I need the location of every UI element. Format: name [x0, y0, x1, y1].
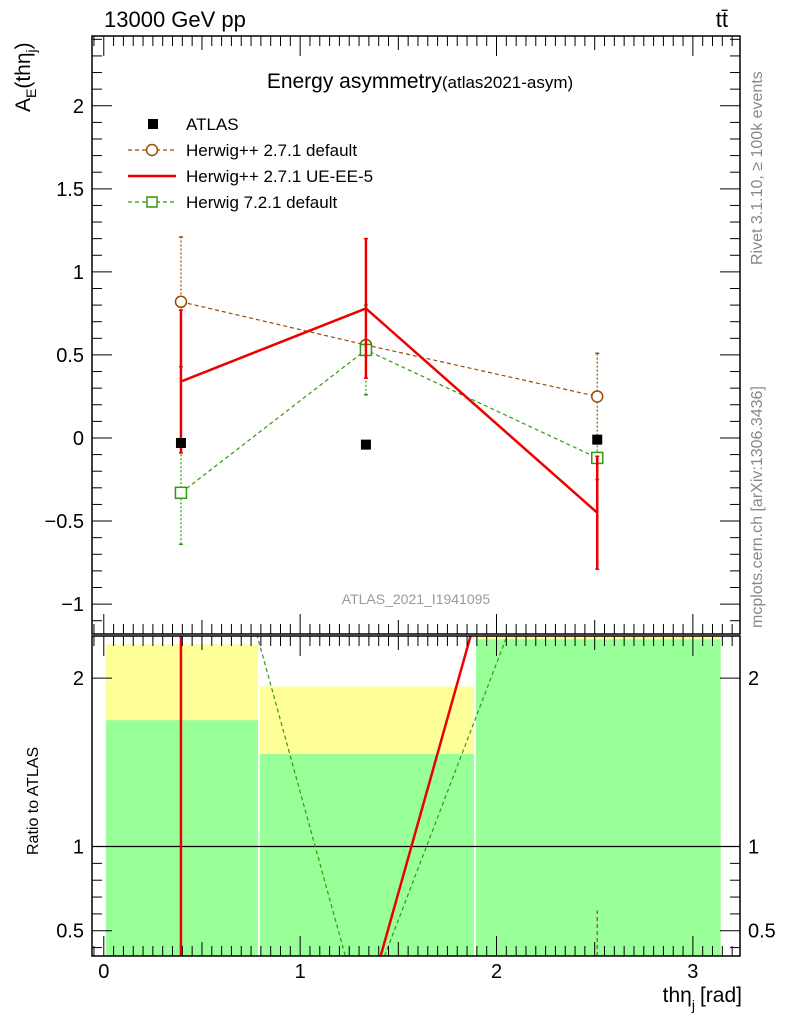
ratio-series [179, 636, 598, 956]
data-point [175, 437, 186, 448]
process-label: tt̄ [716, 7, 728, 32]
series-1 [174, 236, 604, 441]
y-tick-label: 0 [73, 428, 84, 450]
y-tick-label: 2 [73, 96, 84, 118]
x-axis-label-unit: [rad] [700, 984, 742, 1007]
x-tick-label: 1 [295, 961, 306, 983]
y-tick-label: 0.5 [56, 345, 84, 367]
uncertainty-band-inner [475, 639, 721, 956]
legend-label-herwigpp-default: Herwig++ 2.7.1 default [186, 141, 357, 160]
data-point [360, 439, 371, 450]
x-axis-label: thηj [rad] [663, 984, 742, 1013]
series-line [180, 301, 598, 398]
y-axis-label-main: A [12, 98, 35, 112]
y-axis-label-sub: E [23, 89, 39, 98]
y-tick-label: −1 [61, 594, 84, 616]
ratio-y-tick-label: 1 [73, 837, 84, 859]
ratio-line [379, 636, 472, 956]
y-tick-label: −0.5 [45, 511, 84, 533]
ratio-y-tick-label-right: 1 [748, 837, 759, 859]
ratio-bands [92, 636, 740, 956]
title-suffix: (atlas2021-asym) [442, 73, 573, 92]
main-ticks: −1 −0.5 0 0.5 1 1.5 2 [45, 36, 740, 634]
y-axis-label-paren-sub: j [23, 49, 39, 53]
legend-entry-atlas: ATLAS [148, 115, 239, 134]
ratio-y-tick-label-right: 2 [748, 668, 759, 690]
legend: ATLAS Herwig++ 2.7.1 default Herwig++ 2.… [128, 115, 373, 212]
series-marker [174, 486, 188, 500]
legend-entry-herwigpp-default: Herwig++ 2.7.1 default [128, 141, 357, 160]
beam-label: 13000 GeV pp [104, 7, 246, 32]
site-label: mcplots.cern.ch [arXiv:1306.3436] [749, 386, 766, 628]
ratio-y-tick-label: 2 [73, 668, 84, 690]
ratio-y-tick-label: 0.5 [56, 921, 84, 943]
y-tick-label: 1.5 [56, 179, 84, 201]
legend-marker-herwig7 [146, 196, 158, 208]
ratio-ticks: 0.5 0.5 1 1 2 2 0 1 2 3 [56, 636, 776, 983]
ratio-frame [91, 635, 741, 957]
series-3 [174, 304, 604, 546]
title-text: Energy asymmetry [267, 70, 443, 93]
uncertainty-band-inner [259, 753, 474, 956]
x-axis-label-sub: j [691, 997, 695, 1013]
y-axis-label-paren: (thη [12, 52, 35, 88]
series-line [180, 349, 598, 494]
legend-label-herwig7: Herwig 7.2.1 default [186, 193, 337, 212]
main-series [174, 236, 604, 570]
y-axis-label: AE(thηj) [12, 42, 39, 112]
main-title: Energy asymmetry(atlas2021-asym) [267, 70, 573, 93]
series-marker [590, 390, 604, 403]
series-line [180, 306, 599, 514]
series-0 [175, 434, 603, 450]
ratio-panel: 0.5 0.5 1 1 2 2 0 1 2 3 Ratio to ATLAS thηj [rad] [25, 635, 776, 1013]
ratio-series-2 [256, 636, 508, 956]
y-axis-label-close: ) [12, 42, 35, 49]
legend-label-herwigpp-ue: Herwig++ 2.7.1 UE-EE-5 [186, 167, 373, 186]
x-tick-label: 2 [491, 961, 502, 983]
ratio-y-axis-label: Ratio to ATLAS [25, 747, 42, 855]
ratio-line [256, 636, 346, 956]
x-axis-label-main: thη [663, 984, 692, 1007]
legend-entry-herwigpp-ue: Herwig++ 2.7.1 UE-EE-5 [128, 167, 373, 186]
main-frame [91, 35, 741, 635]
x-tick-label: 0 [98, 961, 109, 983]
series-marker [174, 295, 188, 309]
ratio-line [384, 636, 508, 956]
rivet-version-label: Rivet 3.1.10, ≥ 100k events [749, 71, 766, 265]
watermark: ATLAS_2021_I1941095 [342, 591, 491, 607]
ratio-series-1 [179, 636, 472, 956]
legend-marker-atlas [148, 119, 158, 129]
ratio-y-tick-label-right: 0.5 [748, 921, 776, 943]
y-tick-label: 1 [73, 262, 84, 284]
legend-label-atlas: ATLAS [186, 115, 239, 134]
series-2 [178, 237, 600, 570]
legend-entry-herwig7: Herwig 7.2.1 default [128, 193, 337, 212]
data-point [592, 434, 603, 445]
main-panel: Energy asymmetry(atlas2021-asym) ATLAS_2… [12, 35, 741, 635]
legend-marker-herwigpp-default [145, 143, 159, 157]
x-tick-label: 3 [687, 961, 698, 983]
